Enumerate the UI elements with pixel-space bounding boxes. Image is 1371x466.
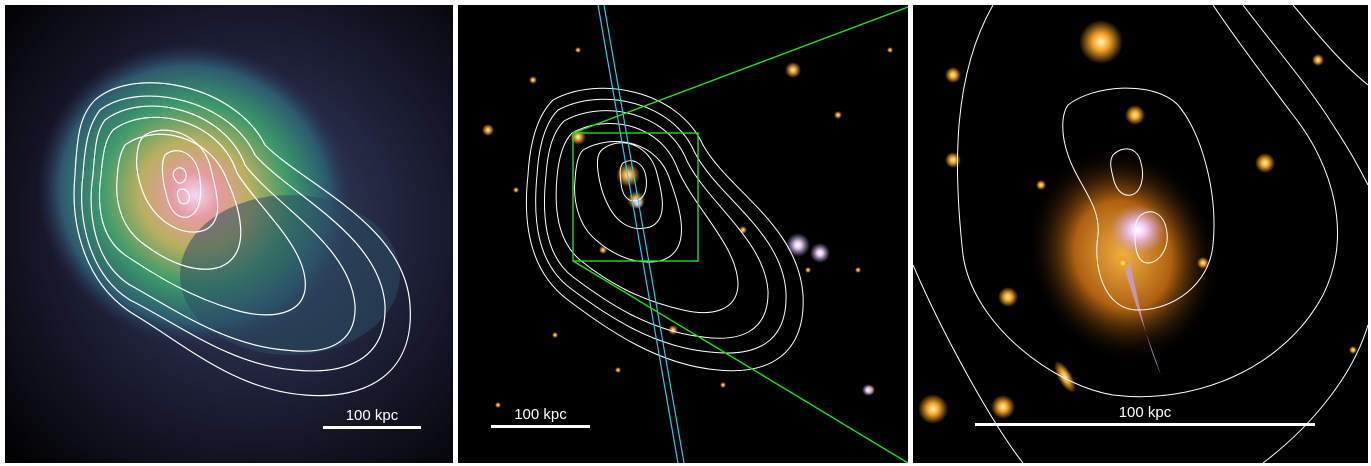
zoom-box [572,6,908,463]
scalebar-line [491,425,590,428]
scalebar: 100 kpc [975,404,1315,426]
scalebar: 100 kpc [491,406,590,428]
scalebar-line [323,426,421,429]
contour-lines [913,5,1368,463]
stars [918,20,1357,424]
scalebar-label: 100 kpc [345,407,399,424]
zoom-image [913,5,1368,463]
scalebar-label: 100 kpc [514,406,567,423]
slit-lines [597,5,685,463]
xray-image [5,5,453,463]
optical-image [458,5,908,463]
panel-xray-map: 100 kpc [5,5,453,463]
contour-lines [525,87,804,372]
scalebar-line [975,423,1315,426]
panel-zoom-image: 100 kpc [913,5,1368,463]
scalebar-label: 100 kpc [1118,404,1172,421]
panel-optical-image: 100 kpc [458,5,908,463]
scalebar: 100 kpc [323,407,421,429]
contour-lines [73,82,411,397]
